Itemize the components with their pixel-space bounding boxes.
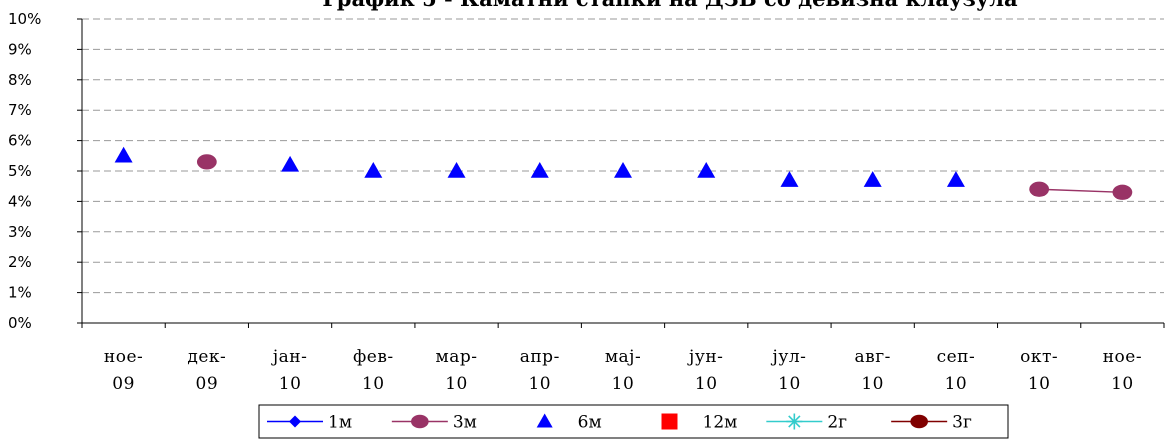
data-point — [114, 146, 133, 163]
y-tick-label: 8% — [8, 71, 32, 89]
legend-label: 3м — [453, 413, 477, 433]
legend-marker — [289, 415, 301, 428]
data-point — [1029, 181, 1050, 197]
legend-item: 1м — [267, 413, 352, 433]
legend-box — [258, 404, 1009, 439]
y-tick-label: 3% — [8, 223, 32, 241]
data-point — [364, 162, 383, 178]
chart-title: График 5 - Каматни стапки на ДЗБ со деви… — [322, 0, 1018, 11]
y-tick-label: 4% — [8, 192, 32, 210]
x-tick-label: 10 — [945, 374, 968, 394]
x-tick-label: мар- — [436, 347, 478, 367]
legend-item: 12м — [661, 413, 738, 433]
y-tick-label: 6% — [8, 132, 32, 150]
legend-marker — [786, 413, 803, 430]
axes — [77, 18, 1165, 328]
y-tick-label: 1% — [8, 284, 32, 302]
x-tick-label: 10 — [1111, 374, 1134, 394]
series-line-segment — [1039, 188, 1123, 193]
legend-marker — [661, 413, 678, 430]
x-tick-label: 10 — [695, 374, 718, 394]
x-tick-label: јул- — [771, 347, 807, 367]
x-tick-label: 10 — [1028, 374, 1051, 394]
y-tick-label: 5% — [8, 162, 32, 180]
y-tick-label: 9% — [8, 40, 32, 58]
x-tick-label: 10 — [861, 374, 884, 394]
x-tick-label: јан- — [271, 347, 307, 367]
x-tick-label: 10 — [612, 374, 635, 394]
data-point — [614, 162, 632, 178]
x-tick-labels: ное- 09 дек- 09 јан- 10 фев- 10 мар- 10 апр- 10 мај-… — [104, 347, 1142, 394]
legend-label: 3г — [952, 413, 972, 433]
legend-marker — [910, 414, 928, 429]
data-point — [1112, 184, 1133, 200]
legend-marker — [536, 413, 553, 428]
legend-marker — [411, 414, 429, 429]
y-tick-labels: 0% 1% 2% 3% 4% 5% 6% 7% 8% 9% 10% — [8, 10, 41, 332]
series-6м — [114, 146, 965, 187]
x-tick-label: јун- — [687, 347, 723, 367]
y-tick-label: 7% — [8, 101, 32, 119]
series-3м — [196, 154, 1133, 200]
x-tick-label: дек- — [187, 347, 226, 367]
x-tick-label: окт- — [1020, 347, 1058, 367]
legend-label: 12м — [703, 413, 738, 433]
legend-label: 6м — [578, 413, 602, 433]
y-tick-label: 10% — [8, 10, 41, 28]
y-tick-label: 0% — [8, 314, 32, 332]
x-tick-label: 10 — [778, 374, 801, 394]
x-tick-label: 10 — [279, 374, 302, 394]
x-tick-label: 10 — [445, 374, 468, 394]
legend-item: 3г — [891, 413, 972, 433]
data-point — [196, 154, 217, 170]
data-point — [697, 162, 716, 178]
legend-label: 2г — [827, 413, 847, 433]
x-tick-label: мај- — [605, 347, 641, 367]
x-tick-label: 09 — [112, 374, 135, 394]
x-tick-label: 10 — [528, 374, 551, 394]
y-tick-label: 2% — [8, 253, 32, 271]
legend-item: 3м — [391, 413, 477, 433]
x-tick-label: авг- — [855, 347, 891, 367]
x-tick-label: 09 — [196, 374, 219, 394]
x-tick-label: ное- — [1103, 347, 1142, 367]
data-point — [780, 171, 799, 187]
legend-label: 1м — [328, 413, 352, 433]
data-point — [530, 162, 549, 178]
data-point — [863, 171, 882, 187]
legend: 1м 3м 6м 12м 2г 3г — [258, 404, 1009, 439]
x-tick-label: фев- — [353, 347, 394, 367]
data-point — [447, 162, 466, 178]
series-layer — [114, 146, 1133, 200]
x-tick-label: ное- — [104, 347, 143, 367]
data-point — [281, 155, 300, 172]
x-tick-label: сеп- — [937, 347, 976, 367]
legend-item: 6м — [536, 413, 602, 433]
x-tick-label: 10 — [362, 374, 385, 394]
legend-item: 2г — [766, 413, 847, 433]
data-point — [946, 171, 965, 187]
x-tick-label: апр- — [520, 347, 560, 367]
